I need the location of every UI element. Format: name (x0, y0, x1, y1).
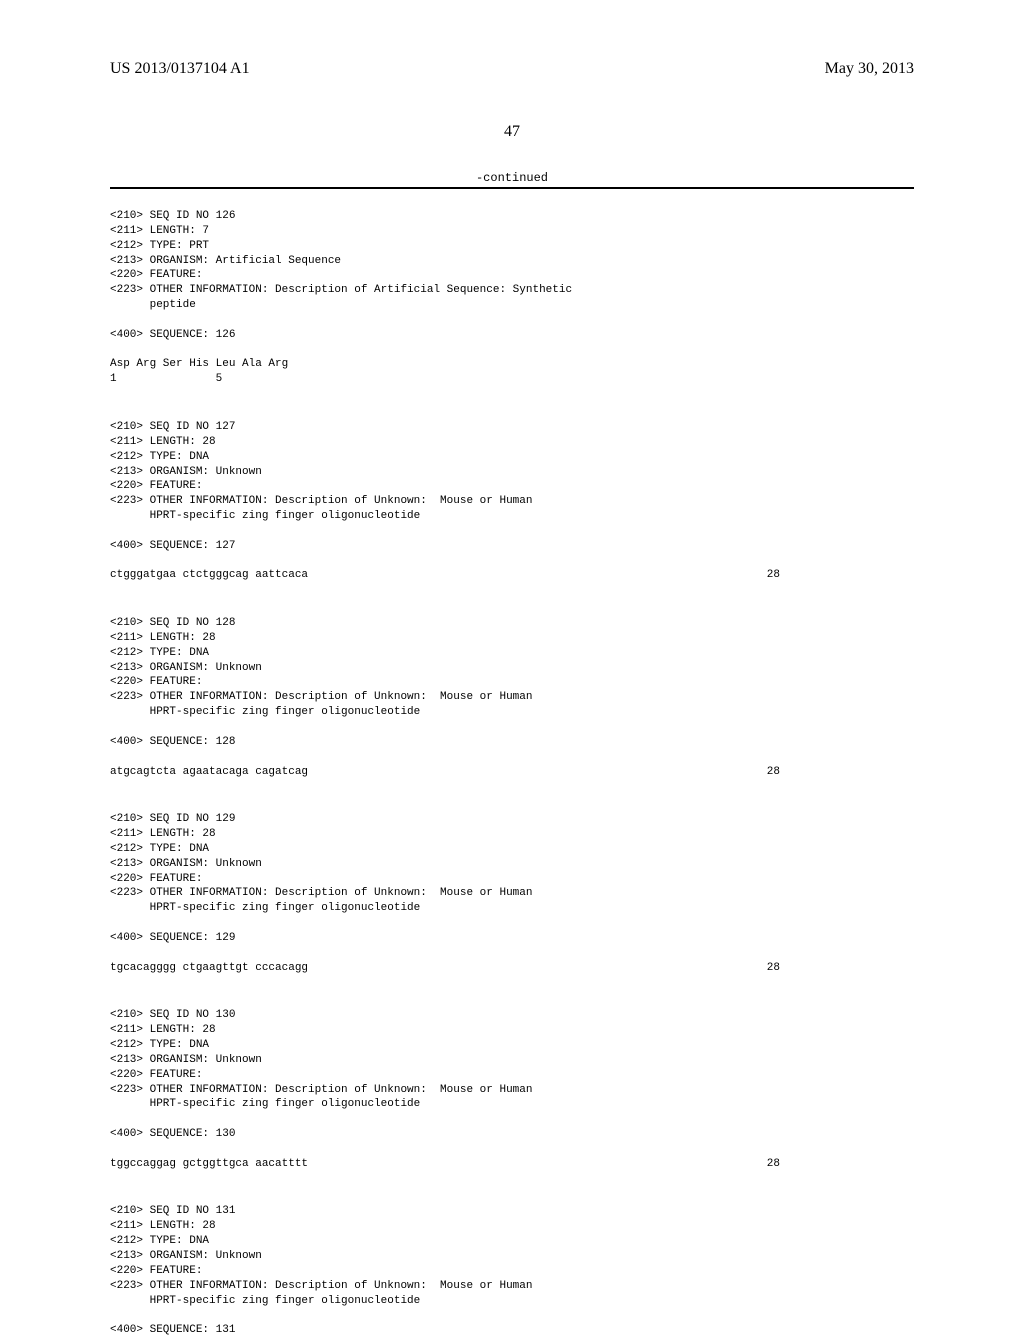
blank-line (110, 554, 914, 569)
page-header: US 2013/0137104 A1 May 30, 2013 (110, 60, 914, 78)
sequence-label: <400> SEQUENCE: 128 (110, 735, 914, 750)
blank-line (110, 946, 914, 961)
sequence-data: ctgggatgaa ctctgggcag aattcaca (110, 568, 308, 583)
sequence-block: <210> SEQ ID NO 128<211> LENGTH: 28<212>… (110, 616, 914, 794)
sequence-meta-line: HPRT-specific zing finger oligonucleotid… (110, 705, 914, 720)
page-number: 47 (110, 123, 914, 141)
sequence-meta-line: <212> TYPE: DNA (110, 1234, 914, 1249)
sequence-meta-line: <210> SEQ ID NO 127 (110, 420, 914, 435)
sequence-meta-line: <213> ORGANISM: Artificial Sequence (110, 254, 914, 269)
sequence-length: 28 (767, 568, 780, 583)
blank-line (110, 343, 914, 358)
sequence-meta-line: <223> OTHER INFORMATION: Description of … (110, 494, 914, 509)
sequence-meta-line: <212> TYPE: DNA (110, 646, 914, 661)
sequence-meta-line: HPRT-specific zing finger oligonucleotid… (110, 509, 914, 524)
publication-date: May 30, 2013 (825, 60, 914, 78)
sequence-listing: <210> SEQ ID NO 126<211> LENGTH: 7<212> … (110, 189, 914, 1338)
sequence-meta-line: <223> OTHER INFORMATION: Description of … (110, 1083, 914, 1098)
sequence-label: <400> SEQUENCE: 127 (110, 539, 914, 554)
sequence-meta-line: <210> SEQ ID NO 131 (110, 1204, 914, 1219)
sequence-meta-line: <210> SEQ ID NO 130 (110, 1008, 914, 1023)
blank-line (110, 583, 914, 598)
sequence-meta-line: peptide (110, 298, 914, 313)
sequence-meta-line: <220> FEATURE: (110, 675, 914, 690)
sequence-length: 28 (767, 1157, 780, 1172)
sequence-meta-line: <210> SEQ ID NO 129 (110, 812, 914, 827)
sequence-data: tgcacagggg ctgaagttgt cccacagg (110, 961, 308, 976)
sequence-length: 28 (767, 765, 780, 780)
sequence-meta-line: <220> FEATURE: (110, 479, 914, 494)
blank-line (110, 313, 914, 328)
sequence-length: 28 (767, 961, 780, 976)
blank-line (110, 720, 914, 735)
blank-line (110, 1172, 914, 1187)
blank-line (110, 779, 914, 794)
blank-line (110, 916, 914, 931)
sequence-meta-line: <210> SEQ ID NO 126 (110, 209, 914, 224)
sequence-label: <400> SEQUENCE: 129 (110, 931, 914, 946)
sequence-data: atgcagtcta agaatacaga cagatcag (110, 765, 308, 780)
sequence-meta-line: <212> TYPE: DNA (110, 450, 914, 465)
sequence-block: <210> SEQ ID NO 126<211> LENGTH: 7<212> … (110, 209, 914, 402)
blank-line (110, 1142, 914, 1157)
sequence-meta-line: <211> LENGTH: 28 (110, 631, 914, 646)
sequence-meta-line: <213> ORGANISM: Unknown (110, 857, 914, 872)
sequence-meta-line: <212> TYPE: DNA (110, 1038, 914, 1053)
sequence-data-line: 1 5 (110, 372, 914, 387)
sequence-meta-line: HPRT-specific zing finger oligonucleotid… (110, 1097, 914, 1112)
sequence-meta-line: <223> OTHER INFORMATION: Description of … (110, 886, 914, 901)
sequence-meta-line: <220> FEATURE: (110, 1264, 914, 1279)
sequence-data-row: tggccaggag gctggttgca aacatttt 28 (110, 1157, 780, 1172)
sequence-meta-line: HPRT-specific zing finger oligonucleotid… (110, 901, 914, 916)
sequence-meta-line: <212> TYPE: DNA (110, 842, 914, 857)
blank-line (110, 387, 914, 402)
sequence-block: <210> SEQ ID NO 131<211> LENGTH: 28<212>… (110, 1204, 914, 1338)
blank-line (110, 750, 914, 765)
sequence-label: <400> SEQUENCE: 130 (110, 1127, 914, 1142)
sequence-meta-line: <211> LENGTH: 7 (110, 224, 914, 239)
sequence-data-line: Asp Arg Ser His Leu Ala Arg (110, 357, 914, 372)
sequence-meta-line: <223> OTHER INFORMATION: Description of … (110, 283, 914, 298)
sequence-data: tggccaggag gctggttgca aacatttt (110, 1157, 308, 1172)
sequence-meta-line: <210> SEQ ID NO 128 (110, 616, 914, 631)
blank-line (110, 524, 914, 539)
sequence-block: <210> SEQ ID NO 130<211> LENGTH: 28<212>… (110, 1008, 914, 1186)
sequence-meta-line: <220> FEATURE: (110, 1068, 914, 1083)
sequence-meta-line: <212> TYPE: PRT (110, 239, 914, 254)
sequence-meta-line: <213> ORGANISM: Unknown (110, 1249, 914, 1264)
sequence-data-row: tgcacagggg ctgaagttgt cccacagg 28 (110, 961, 780, 976)
sequence-block: <210> SEQ ID NO 127<211> LENGTH: 28<212>… (110, 420, 914, 598)
sequence-meta-line: <223> OTHER INFORMATION: Description of … (110, 1279, 914, 1294)
sequence-block: <210> SEQ ID NO 129<211> LENGTH: 28<212>… (110, 812, 914, 990)
sequence-meta-line: <223> OTHER INFORMATION: Description of … (110, 690, 914, 705)
blank-line (110, 1308, 914, 1323)
sequence-meta-line: <213> ORGANISM: Unknown (110, 465, 914, 480)
sequence-label: <400> SEQUENCE: 126 (110, 328, 914, 343)
page: US 2013/0137104 A1 May 30, 2013 47 -cont… (0, 0, 1024, 1320)
sequence-meta-line: <211> LENGTH: 28 (110, 1023, 914, 1038)
continued-label: -continued (110, 171, 914, 185)
sequence-meta-line: <220> FEATURE: (110, 268, 914, 283)
sequence-meta-line: <211> LENGTH: 28 (110, 1219, 914, 1234)
sequence-meta-line: <213> ORGANISM: Unknown (110, 661, 914, 676)
sequence-meta-line: <213> ORGANISM: Unknown (110, 1053, 914, 1068)
sequence-meta-line: <211> LENGTH: 28 (110, 435, 914, 450)
sequence-meta-line: <211> LENGTH: 28 (110, 827, 914, 842)
publication-number: US 2013/0137104 A1 (110, 60, 250, 78)
sequence-meta-line: <220> FEATURE: (110, 872, 914, 887)
blank-line (110, 1112, 914, 1127)
sequence-meta-line: HPRT-specific zing finger oligonucleotid… (110, 1294, 914, 1309)
sequence-data-row: atgcagtcta agaatacaga cagatcag 28 (110, 765, 780, 780)
sequence-data-row: ctgggatgaa ctctgggcag aattcaca 28 (110, 568, 780, 583)
sequence-label: <400> SEQUENCE: 131 (110, 1323, 914, 1338)
blank-line (110, 976, 914, 991)
